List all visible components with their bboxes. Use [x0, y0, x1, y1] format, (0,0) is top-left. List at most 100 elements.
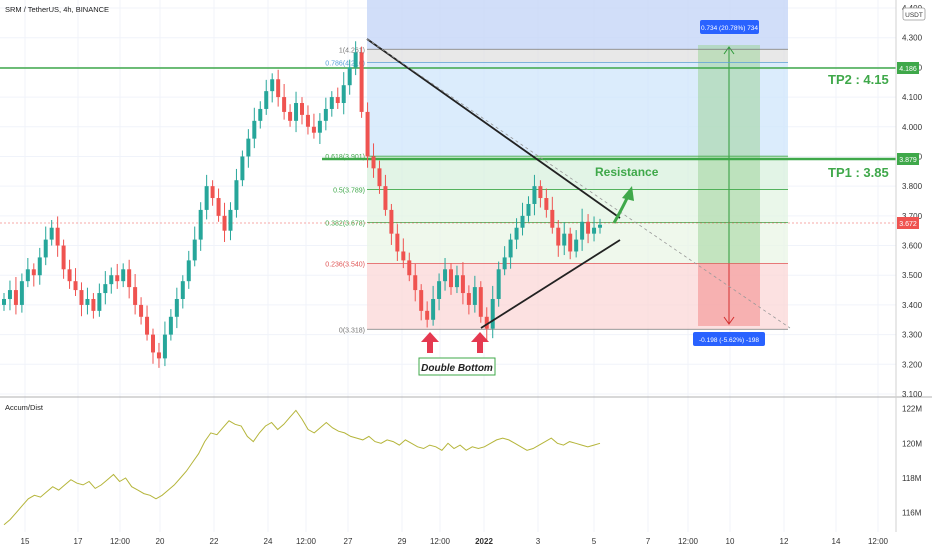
- candle-body: [437, 281, 442, 299]
- tp1-price-badge: [897, 153, 919, 165]
- candle-body: [532, 186, 537, 204]
- candle-body: [240, 156, 245, 181]
- candle-body: [228, 209, 233, 231]
- candle-body: [550, 209, 555, 228]
- candle-body: [478, 287, 483, 317]
- candle-body: [180, 281, 185, 299]
- candle-body: [246, 138, 251, 157]
- time-tick: 15: [21, 537, 30, 546]
- price-candles: [2, 41, 602, 368]
- candle-body: [562, 233, 567, 246]
- time-tick: 2022: [475, 537, 493, 546]
- candle-body: [466, 293, 471, 305]
- price-tick: 3.700: [902, 212, 923, 221]
- candle-body: [460, 275, 465, 294]
- candle-body: [282, 97, 287, 112]
- trendline-extension-dashed: [366, 38, 791, 329]
- candle-body: [145, 316, 150, 335]
- price-tick: 3.800: [902, 182, 923, 191]
- fib-label: 1(4.261): [339, 47, 365, 54]
- candle-body: [127, 269, 132, 288]
- double-bottom-label: Double Bottom: [421, 363, 493, 374]
- candle-body: [174, 298, 179, 317]
- candle-body: [305, 114, 310, 127]
- price-tick: 3.600: [902, 242, 923, 251]
- candle-body: [425, 310, 430, 320]
- candle-body: [97, 293, 102, 311]
- candle-body: [168, 316, 173, 335]
- candle-body: [156, 352, 161, 359]
- descending-trendline[interactable]: [366, 38, 621, 219]
- tp1-annotation: TP1 : 3.85: [828, 165, 889, 180]
- time-axis[interactable]: 15 17 12:00 20 22 24 12:00 27 29 12:00 2022 3 5 7 12:0…: [21, 537, 889, 546]
- tp2-price-badge: [897, 62, 919, 74]
- candle-body: [586, 221, 591, 234]
- indicator-title: Accum/Dist: [5, 403, 43, 412]
- measure-arrow-up-head: [723, 46, 735, 55]
- candle-body: [323, 108, 328, 121]
- candle-body: [73, 281, 78, 291]
- time-tick: 5: [592, 537, 597, 546]
- candle-body: [538, 186, 543, 199]
- candle-body: [204, 186, 209, 210]
- candle-body: [389, 209, 394, 234]
- candle-body: [454, 275, 459, 288]
- accum-dist-tick: 122M: [902, 405, 922, 414]
- candle-body: [490, 298, 495, 329]
- breakout-arrow-head: [622, 186, 634, 201]
- candle-body: [311, 126, 316, 133]
- chart-title: SRM / TetherUS, 4h, BINANCE: [5, 5, 110, 14]
- fib-label: 0.5(3.789): [333, 187, 365, 194]
- candle-body: [151, 334, 155, 353]
- measure-up-text: 0.734 (20.78%) 734: [701, 25, 758, 32]
- candle-body: [496, 269, 501, 299]
- ascending-trendline[interactable]: [480, 239, 621, 329]
- candle-body: [49, 227, 54, 240]
- candle-body: [210, 186, 215, 199]
- price-tick: 4.100: [902, 93, 923, 102]
- candle-body: [347, 67, 352, 86]
- resistance-annotation: Resistance: [595, 165, 659, 179]
- candle-body: [294, 103, 299, 121]
- time-tick: 20: [156, 537, 165, 546]
- price-tick: 3.200: [902, 360, 923, 369]
- candle-body: [13, 290, 18, 305]
- candle-body: [353, 52, 358, 68]
- candle-body: [407, 260, 412, 276]
- fib-label: 0.786(4.216): [325, 61, 365, 68]
- candle-body: [115, 275, 120, 282]
- time-tick: 10: [726, 537, 735, 546]
- currency-box[interactable]: [902, 7, 926, 21]
- candle-body: [91, 298, 96, 311]
- price-tick: 3.500: [902, 271, 923, 280]
- fib-label: 0(3.318): [339, 327, 365, 334]
- measure-down-badge: [693, 332, 765, 346]
- candle-body: [216, 198, 221, 216]
- candle-body: [133, 287, 138, 305]
- candle-body: [317, 120, 322, 133]
- candle-body: [198, 209, 203, 240]
- measure-down-text: -0.198 (-5.62%) -198: [699, 337, 759, 344]
- candle-body: [2, 298, 6, 305]
- tp2-annotation: TP2 : 4.15: [828, 72, 889, 87]
- current-price-label: 3.672: [899, 221, 917, 228]
- price-tick: 4.000: [902, 123, 923, 132]
- candle-body: [574, 239, 579, 252]
- time-tick: 17: [74, 537, 83, 546]
- candle-body: [25, 269, 30, 282]
- accum-dist-tick: 120M: [902, 439, 922, 448]
- candle-body: [31, 269, 36, 276]
- candle-body: [258, 108, 263, 121]
- candle-body: [556, 227, 561, 246]
- time-tick: 27: [344, 537, 353, 546]
- accum-dist-axis[interactable]: 122M 120M 118M 116M: [902, 405, 922, 518]
- candle-body: [413, 275, 418, 291]
- candle-body: [472, 287, 477, 305]
- fib-label: 0.236(3.540): [325, 261, 365, 268]
- price-tick: 3.100: [902, 390, 923, 399]
- fib-label: 0.382(3.678): [325, 220, 365, 227]
- double-bottom-box: [418, 357, 496, 376]
- candle-body: [300, 103, 304, 115]
- time-tick: 7: [646, 537, 651, 546]
